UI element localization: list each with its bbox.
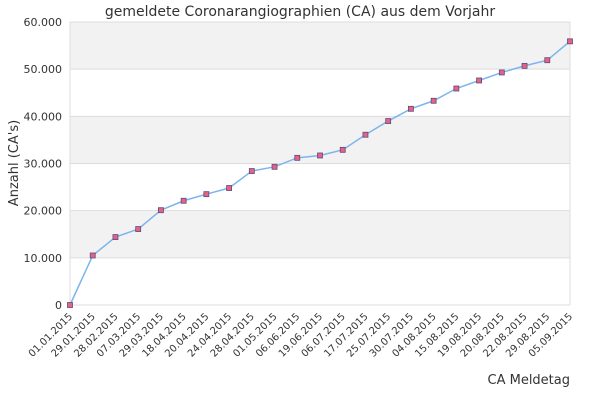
x-axis-label: CA Meldetag: [488, 373, 571, 388]
y-tick-label: 10.000: [24, 252, 63, 265]
data-point: [476, 77, 482, 84]
data-point: [135, 226, 142, 232]
x-axis-ticks: 01.01.201529.01.201528.02.201507.03.2015…: [27, 311, 575, 359]
gridlines: [69, 21, 571, 306]
plot-band: [70, 257, 570, 305]
data-point: [362, 131, 369, 138]
data-point: [430, 97, 437, 104]
data-point: [294, 154, 301, 161]
y-tick-label: 0: [55, 299, 62, 312]
data-point: [203, 191, 210, 198]
data-point: [544, 57, 551, 64]
data-point: [158, 207, 164, 214]
plot-band: [70, 22, 570, 70]
data-point: [89, 252, 96, 259]
data-point: [339, 146, 346, 153]
data-point: [408, 105, 414, 112]
data-point: [112, 234, 119, 240]
data-point: [248, 168, 255, 174]
y-axis-label: Anzahl (CA's): [7, 120, 22, 206]
plot-bands: [70, 22, 570, 305]
plot-band: [70, 69, 570, 117]
data-point: [226, 185, 232, 191]
data-point: [317, 152, 323, 159]
plot-band: [70, 210, 570, 258]
y-tick-label: 20.000: [24, 205, 63, 218]
y-tick-label: 30.000: [24, 158, 63, 171]
data-point: [453, 85, 460, 92]
series-markers: [67, 38, 573, 308]
data-point: [67, 302, 73, 308]
data-point: [385, 118, 392, 124]
y-tick-label: 60.000: [24, 16, 63, 29]
data-point: [271, 163, 278, 170]
data-point: [521, 62, 528, 69]
chart-title: gemeldete Coronarangiographien (CA) aus …: [105, 4, 496, 20]
data-point: [180, 197, 187, 204]
y-axis-ticks: 0 10.000 20.000 30.000 40.000 50.000 60.000: [24, 16, 63, 312]
data-point: [567, 38, 573, 45]
plot-band: [70, 163, 570, 211]
data-point: [498, 69, 505, 76]
y-tick-label: 50.000: [24, 63, 63, 76]
y-tick-label: 40.000: [24, 110, 63, 123]
